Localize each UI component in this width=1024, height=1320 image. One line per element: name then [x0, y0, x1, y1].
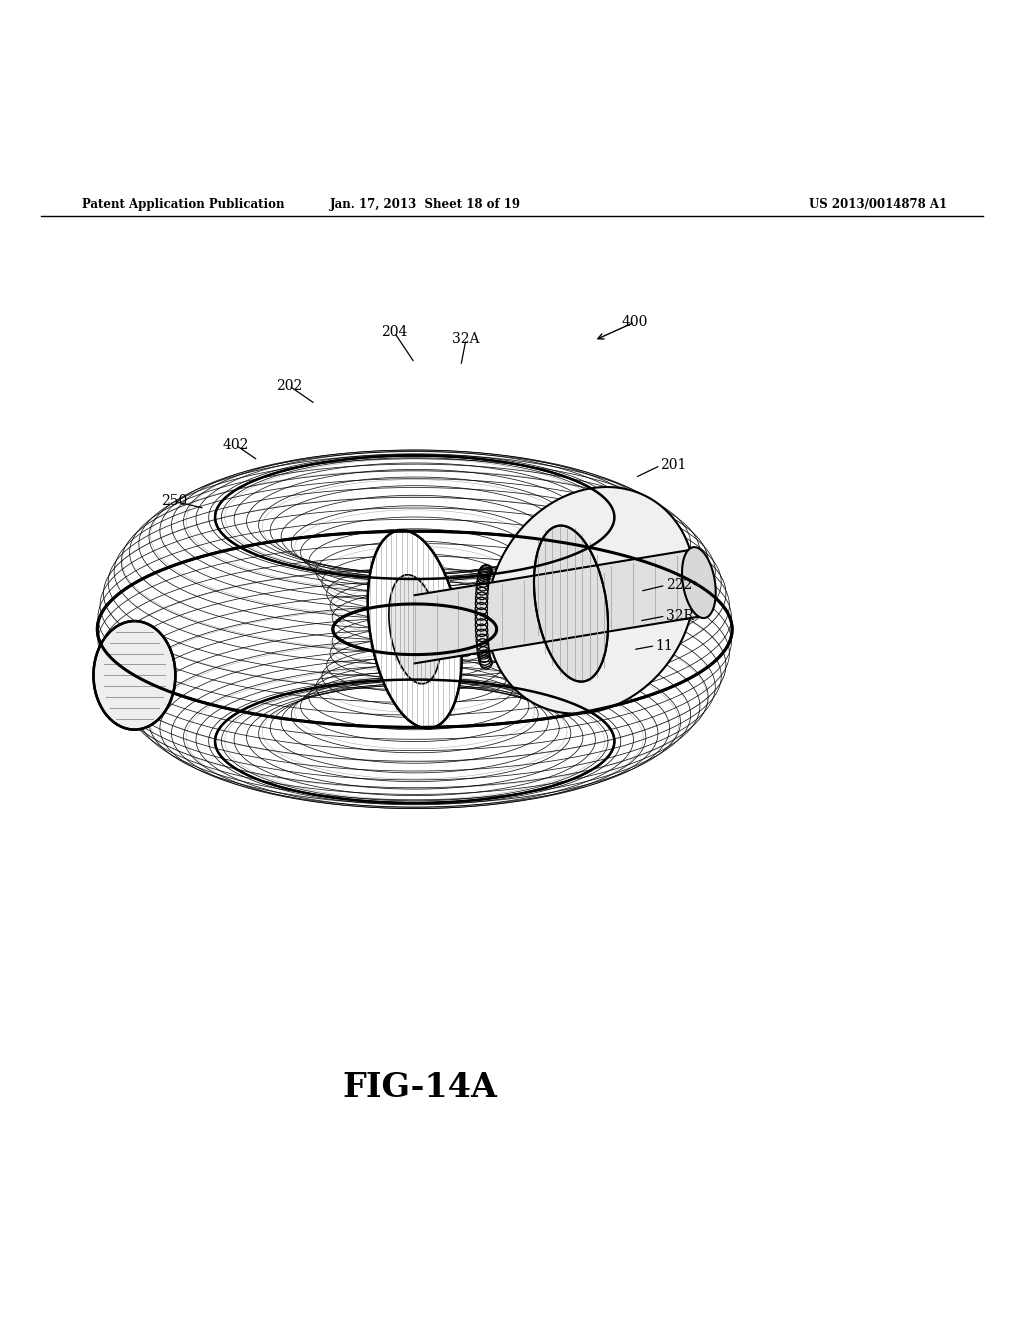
Text: 400: 400	[622, 315, 648, 329]
Text: US 2013/0014878 A1: US 2013/0014878 A1	[809, 198, 947, 211]
Text: Jan. 17, 2013  Sheet 18 of 19: Jan. 17, 2013 Sheet 18 of 19	[330, 198, 520, 211]
Text: 201: 201	[660, 458, 687, 473]
Text: 222: 222	[666, 578, 692, 593]
Polygon shape	[389, 574, 440, 684]
Polygon shape	[534, 525, 608, 681]
Text: FIG-14A: FIG-14A	[342, 1071, 498, 1104]
Polygon shape	[415, 549, 698, 664]
Text: 32A: 32A	[453, 333, 479, 346]
Ellipse shape	[93, 622, 175, 730]
Polygon shape	[487, 487, 695, 714]
Text: 202: 202	[275, 379, 302, 392]
Polygon shape	[368, 531, 462, 729]
Polygon shape	[97, 531, 732, 727]
Text: 250: 250	[161, 494, 187, 508]
Text: 32R: 32R	[666, 609, 693, 623]
Text: 204: 204	[381, 325, 408, 339]
Polygon shape	[682, 546, 716, 618]
Polygon shape	[333, 605, 497, 655]
Text: Patent Application Publication: Patent Application Publication	[82, 198, 285, 211]
Text: 11: 11	[655, 639, 673, 652]
Text: 402: 402	[222, 438, 249, 451]
